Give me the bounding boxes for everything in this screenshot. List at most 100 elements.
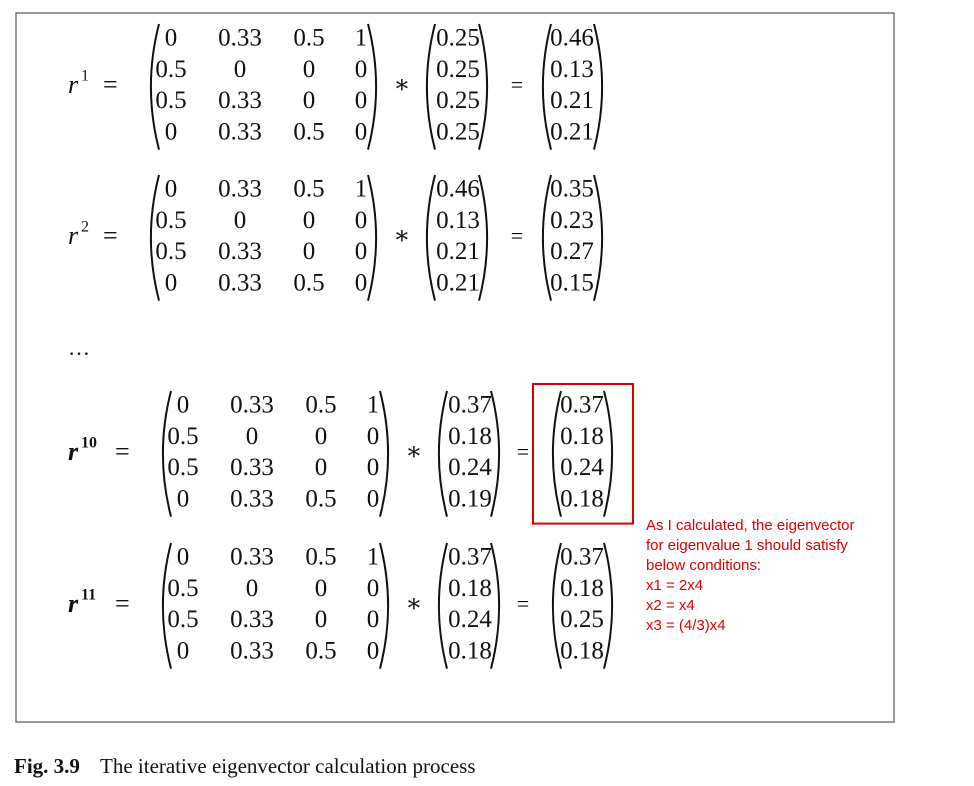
vector-entry: 0.25 xyxy=(436,25,480,52)
matrix-entry: 0 xyxy=(177,485,190,512)
right-paren xyxy=(367,23,378,150)
vector-entry: 0.24 xyxy=(448,606,492,633)
matrix-entry: 0 xyxy=(315,423,328,450)
matrix-entry: 0.33 xyxy=(218,269,262,296)
right-paren xyxy=(490,390,501,517)
matrix-entry: 0.5 xyxy=(305,637,336,664)
right-paren xyxy=(478,23,489,150)
matrix-entry: 0.33 xyxy=(218,87,262,114)
left-paren xyxy=(437,390,448,517)
times: ∗ xyxy=(406,439,423,466)
matrix-entry: 0.33 xyxy=(230,544,274,571)
result-entry: 0.23 xyxy=(550,207,594,234)
result-entry: 0.13 xyxy=(550,56,594,83)
matrix-entry: 0 xyxy=(303,56,316,83)
caption-text: The iterative eigenvector calculation pr… xyxy=(100,754,476,778)
times: ∗ xyxy=(406,591,423,618)
right-paren xyxy=(603,542,614,669)
left-paren xyxy=(149,174,160,301)
result-entry: 0.35 xyxy=(550,176,594,203)
result-entry: 0.25 xyxy=(560,606,604,633)
caption-label: Fig. 3.9 xyxy=(14,754,80,778)
right-paren xyxy=(379,390,390,517)
matrix-entry: 0.5 xyxy=(305,485,336,512)
matrix-entry: 0 xyxy=(315,575,328,602)
matrix-entry: 0 xyxy=(303,87,316,114)
figure-frame xyxy=(15,12,895,723)
vector-entry: 0.18 xyxy=(448,637,492,664)
power: 1 xyxy=(81,67,89,84)
left-paren xyxy=(551,390,562,517)
left-paren xyxy=(425,174,436,301)
matrix-entry: 0 xyxy=(367,423,380,450)
vector-entry: 0.46 xyxy=(436,176,480,203)
vector-entry: 0.25 xyxy=(436,56,480,83)
times: ∗ xyxy=(394,72,411,99)
equals: = xyxy=(517,591,529,616)
variable: r xyxy=(68,221,79,250)
matrix-entry: 0.5 xyxy=(155,56,186,83)
vector-entry: 0.24 xyxy=(448,454,492,481)
result-entry: 0.18 xyxy=(560,485,604,512)
matrix-entry: 0 xyxy=(355,269,368,296)
left-paren xyxy=(425,23,436,150)
matrix-entry: 0 xyxy=(303,207,316,234)
vector-entry: 0.21 xyxy=(436,238,480,265)
matrix-entry: 0 xyxy=(234,207,247,234)
matrix-entry: 0.33 xyxy=(218,25,262,52)
power: 11 xyxy=(81,586,96,603)
matrix-entry: 0.5 xyxy=(155,207,186,234)
matrix-entry: 0.33 xyxy=(230,454,274,481)
equals: = xyxy=(511,72,523,97)
equals: = xyxy=(517,439,529,464)
matrix-entry: 0 xyxy=(246,575,259,602)
matrix-entry: 1 xyxy=(355,176,368,203)
matrix-entry: 0.5 xyxy=(167,423,198,450)
matrix-entry: 0 xyxy=(315,454,328,481)
matrix-entry: 0 xyxy=(246,423,259,450)
result-entry: 0.37 xyxy=(560,392,604,419)
matrix-entry: 0 xyxy=(355,87,368,114)
result-entry: 0.21 xyxy=(550,87,594,114)
matrix-entry: 0 xyxy=(355,238,368,265)
result-entry: 0.46 xyxy=(550,25,594,52)
right-paren xyxy=(367,174,378,301)
equals: = xyxy=(115,589,130,618)
vector-entry: 0.37 xyxy=(448,544,492,571)
matrix-entry: 0 xyxy=(165,176,178,203)
matrix-entry: 0 xyxy=(367,637,380,664)
result-entry: 0.37 xyxy=(560,544,604,571)
matrix-entry: 0 xyxy=(165,118,178,145)
matrix-entry: 0 xyxy=(165,269,178,296)
annotation-line: x3 = (4/3)x4 xyxy=(646,617,726,634)
equals: = xyxy=(103,70,118,99)
matrix-entry: 1 xyxy=(367,392,380,419)
equals: = xyxy=(115,437,130,466)
matrix-entry: 0 xyxy=(303,238,316,265)
annotation-line: x2 = x4 xyxy=(646,597,695,614)
vector-entry: 0.21 xyxy=(436,269,480,296)
result-entry: 0.27 xyxy=(550,238,594,265)
matrix-entry: 0.5 xyxy=(293,118,324,145)
matrix-entry: 0.5 xyxy=(167,606,198,633)
matrix-entry: 0.5 xyxy=(155,238,186,265)
right-paren xyxy=(490,542,501,669)
matrix-entry: 0 xyxy=(177,637,190,664)
annotation-line: for eigenvalue 1 should satisfy xyxy=(646,537,848,554)
equals: = xyxy=(511,223,523,248)
result-entry: 0.24 xyxy=(560,454,604,481)
matrix-entry: 0.33 xyxy=(218,118,262,145)
variable: r xyxy=(68,437,79,466)
right-paren xyxy=(603,390,614,517)
right-paren xyxy=(593,23,604,150)
annotation-line: below conditions: xyxy=(646,557,761,574)
matrix-entry: 0 xyxy=(177,544,190,571)
left-paren xyxy=(541,23,552,150)
annotation-line: As I calculated, the eigenvector xyxy=(646,517,854,534)
power: 2 xyxy=(81,218,89,235)
matrix-entry: 0.5 xyxy=(305,392,336,419)
highlight-box xyxy=(532,383,634,525)
right-paren xyxy=(379,542,390,669)
matrix-entry: 0.33 xyxy=(218,238,262,265)
